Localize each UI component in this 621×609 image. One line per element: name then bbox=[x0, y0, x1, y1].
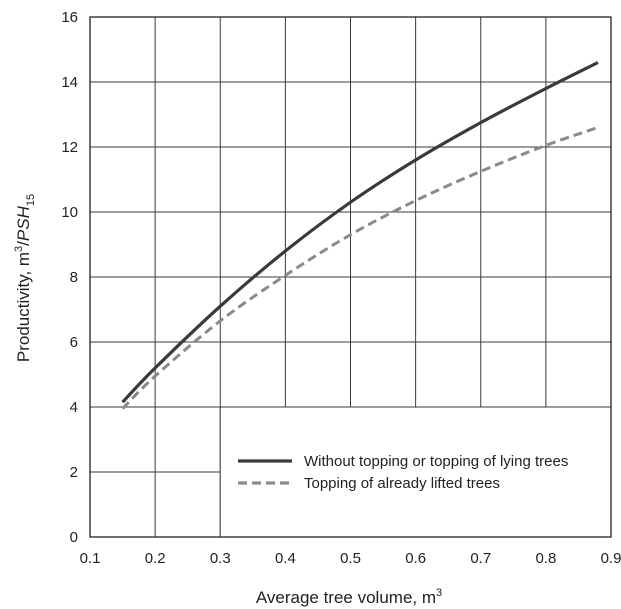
x-tick-label: 0.7 bbox=[470, 550, 491, 567]
y-axis-label: Productivity, m3/PSH15 bbox=[13, 194, 37, 362]
y-axis-ticks: 0 2 4 6 8 10 12 14 16 bbox=[61, 9, 78, 546]
series-line-2 bbox=[121, 126, 599, 410]
series-lines bbox=[121, 61, 599, 410]
x-tick-label: 0.8 bbox=[535, 550, 556, 567]
plot-frame bbox=[89, 16, 612, 538]
grid bbox=[90, 17, 611, 537]
x-axis-label: Average tree volume, m3 bbox=[256, 587, 442, 607]
x-tick-label: 0.3 bbox=[210, 550, 231, 567]
legend-label-1: Without topping or topping of lying tree… bbox=[304, 453, 568, 470]
y-tick-label: 6 bbox=[70, 334, 78, 351]
y-tick-label: 0 bbox=[70, 529, 78, 546]
y-tick-label: 12 bbox=[61, 139, 78, 156]
series-line-1 bbox=[121, 61, 599, 404]
x-tick-label: 0.9 bbox=[601, 550, 621, 567]
legend: Without topping or topping of lying tree… bbox=[219, 406, 612, 538]
y-tick-label: 4 bbox=[70, 399, 78, 416]
legend-label-2: Topping of already lifted trees bbox=[304, 475, 500, 492]
x-tick-label: 0.5 bbox=[340, 550, 361, 567]
y-tick-label: 10 bbox=[61, 204, 78, 221]
y-tick-label: 8 bbox=[70, 269, 78, 286]
x-axis-ticks: 0.1 0.2 0.3 0.4 0.5 0.6 0.7 0.8 0.9 bbox=[80, 550, 621, 567]
x-tick-label: 0.6 bbox=[405, 550, 426, 567]
y-tick-label: 14 bbox=[61, 74, 78, 91]
x-tick-label: 0.2 bbox=[145, 550, 166, 567]
y-tick-label: 16 bbox=[61, 9, 78, 26]
legend-box bbox=[219, 406, 612, 538]
y-tick-label: 2 bbox=[70, 464, 78, 481]
x-tick-label: 0.1 bbox=[80, 550, 101, 567]
x-tick-label: 0.4 bbox=[275, 550, 296, 567]
